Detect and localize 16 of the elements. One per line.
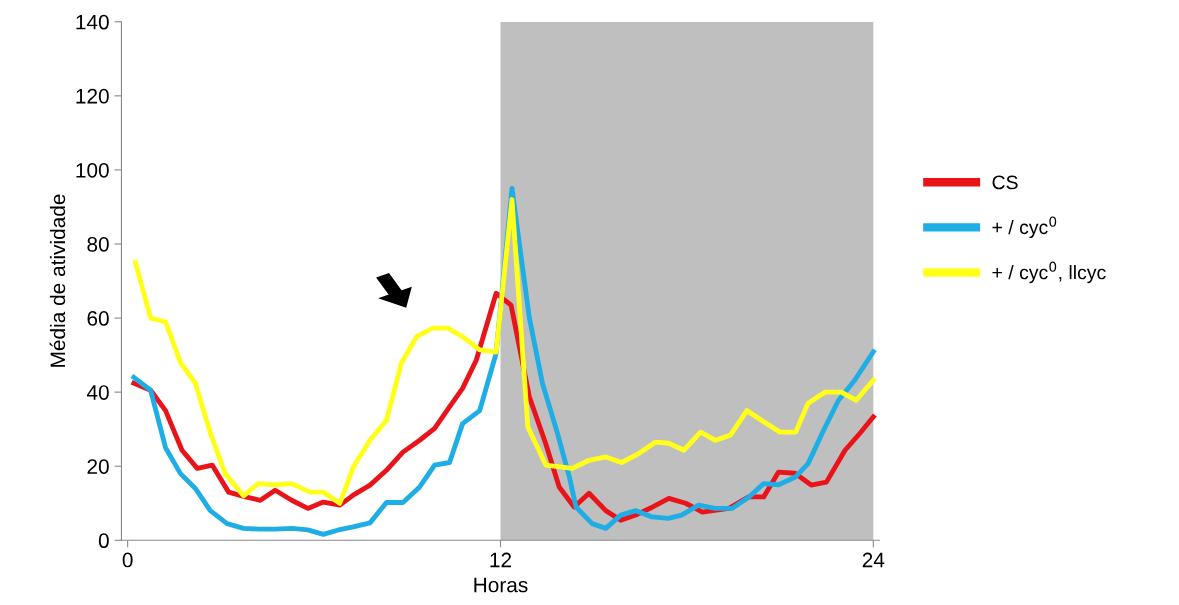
y-tick-label: 60 xyxy=(87,311,109,326)
x-tick-label: 12 xyxy=(490,552,512,568)
x-tick-label: 0 xyxy=(122,552,133,568)
legend-label: CS xyxy=(992,175,1018,190)
y-tick-label: 40 xyxy=(86,385,109,400)
y-tick-label: 20 xyxy=(87,459,109,474)
y-tick-label: 0 xyxy=(98,533,109,549)
y-tick-label: 140 xyxy=(76,14,109,30)
x-axis-title: Horas xyxy=(474,577,528,593)
y-tick-label: 120 xyxy=(76,88,109,104)
legend-label: + / cyc$^{0}$ xyxy=(992,216,1057,239)
x-tick-label: 24 xyxy=(862,552,885,568)
y-tick-label: 80 xyxy=(87,236,109,252)
legend-label: + / cyc$^{0}$, llcyc xyxy=(992,261,1106,284)
y-axis-title: Média de atividade xyxy=(49,194,66,367)
y-tick-label: 100 xyxy=(76,162,109,178)
